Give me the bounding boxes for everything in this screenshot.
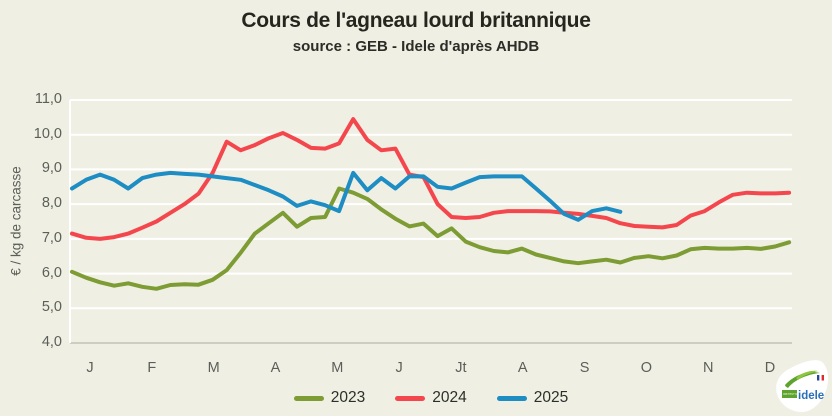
legend-swatch-2024	[395, 395, 426, 401]
month-label-3: M	[207, 360, 220, 376]
y-tick-label: 6,0	[41, 264, 62, 281]
legend-swatch-2025	[496, 395, 527, 401]
month-label-2: F	[147, 360, 157, 376]
legend-label-2023: 2023	[330, 389, 366, 406]
logo-wordmark: idele	[798, 390, 824, 402]
y-tick-label: 11,0	[34, 91, 62, 107]
logo-institute-box	[782, 390, 797, 398]
month-label-9: S	[579, 360, 590, 376]
month-label-5: M	[331, 360, 344, 376]
logo-background-shape	[776, 360, 829, 413]
month-label-8: A	[517, 360, 528, 376]
logo-flag-red	[821, 375, 824, 381]
y-tick-label: 8,0	[41, 195, 62, 212]
y-tick-label: 10,0	[33, 125, 62, 142]
series-line-2024	[70, 117, 792, 241]
month-label-7: Jt	[455, 360, 467, 376]
legend-label-2024: 2024	[432, 389, 467, 406]
idele-logo: INSTITUT DE L'ÉLEVAGE idele	[776, 360, 829, 413]
logo-institute-text: INSTITUT DE L'ÉLEVAGE	[783, 391, 814, 396]
y-tick-label: 4,0	[41, 334, 62, 350]
month-label-4: A	[270, 360, 281, 376]
y-tick-label: 9,0	[41, 160, 62, 177]
legend-item-2025: 2025	[496, 389, 569, 407]
logo-flag-white	[819, 375, 822, 381]
legend-swatch-2023	[293, 395, 324, 401]
y-tick-label: 7,0	[41, 229, 62, 246]
legend: 2023 2024 2025	[70, 389, 792, 407]
month-label-12: D	[764, 360, 776, 376]
legend-label-2025: 2025	[533, 389, 569, 406]
chart-title: Cours de l'agneau lourd britannique	[241, 9, 591, 32]
series-line-2025	[70, 170, 623, 222]
chart-subtitle: source : GEB - Idele d'après AHDB	[292, 38, 540, 55]
legend-item-2024: 2024	[395, 389, 467, 407]
logo-flag-blue	[817, 375, 820, 381]
month-label-11: N	[702, 360, 714, 376]
month-label-6: J	[395, 360, 403, 376]
logo-leaf2-icon	[796, 370, 818, 380]
month-label-1: J	[86, 360, 94, 376]
y-tick-label: 5,0	[41, 299, 62, 316]
month-label-10: O	[640, 360, 653, 376]
series-line-2023	[70, 186, 792, 291]
legend-item-2023: 2023	[293, 389, 366, 407]
